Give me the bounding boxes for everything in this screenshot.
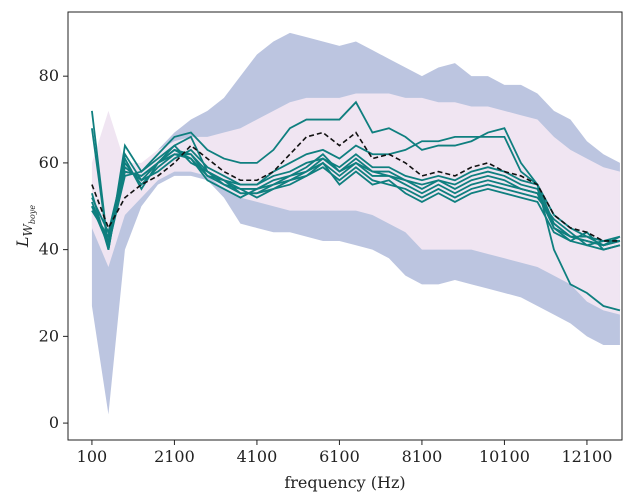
y-label-sub: W [21,222,35,236]
y-tick-label: 60 [39,153,59,172]
y-tick-label: 40 [39,240,59,259]
series-line [91,153,621,249]
y-tick-label: 0 [49,413,59,432]
x-tick-label: 12100 [561,447,612,466]
y-tick-label: 80 [39,66,59,85]
series-line [91,148,621,251]
x-tick-label: 100 [77,447,108,466]
x-tick-label: 6100 [319,447,360,466]
band [91,93,620,315]
y-label-main: L [13,236,32,248]
x-tick-label: 10100 [479,447,530,466]
x-tick-label: 8100 [402,447,443,466]
plot-frame [67,11,623,441]
mean-line [91,131,620,242]
x-tick-label: 2100 [154,447,195,466]
x-tick-label: 4100 [237,447,278,466]
series-line [91,128,621,250]
y-label-subsub: boye [28,205,37,224]
x-axis-label: frequency (Hz) [284,473,405,492]
y-tick-label: 20 [39,326,59,345]
series-line [91,148,621,242]
series-line [91,144,620,249]
y-axis-label: LWboye [13,205,37,248]
series-line [91,100,621,312]
